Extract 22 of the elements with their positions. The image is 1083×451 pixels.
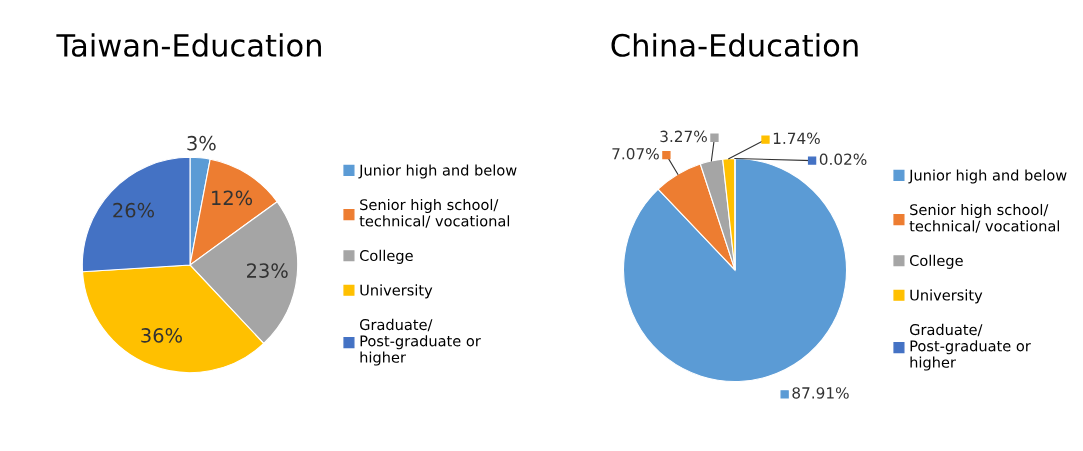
data-label: 26%	[113, 202, 155, 218]
legend-label: Senior high school/ technical/ vocational	[359, 198, 510, 228]
data-label: 36%	[141, 328, 182, 343]
data-label: 7.07%	[612, 147, 659, 160]
chart-title: China-Education	[611, 33, 858, 57]
data-label: 0.02%	[819, 153, 867, 166]
legend-label: University	[360, 284, 433, 299]
data-label: 1.74%	[773, 132, 820, 145]
legend-label: Junior high and below	[358, 164, 517, 179]
legend-label: Graduate/ Post-graduate or higher	[359, 318, 481, 366]
legend-label: Senior high school/ technical/ vocational	[909, 203, 1060, 233]
legend-label: Junior high and below	[908, 169, 1067, 184]
data-label: 3.27%	[660, 130, 707, 143]
chart-title: Taiwan-Education	[56, 33, 321, 57]
data-label: 87.91%	[792, 387, 849, 399]
legend-label: Graduate/ Post-graduate or higher	[909, 323, 1031, 371]
data-label: 12%	[212, 190, 253, 206]
legend-label: College	[359, 249, 413, 264]
legend-label: University	[910, 289, 983, 304]
legend-label: College	[909, 254, 963, 269]
data-label: 23%	[247, 263, 288, 278]
data-label: 3%	[187, 135, 216, 151]
